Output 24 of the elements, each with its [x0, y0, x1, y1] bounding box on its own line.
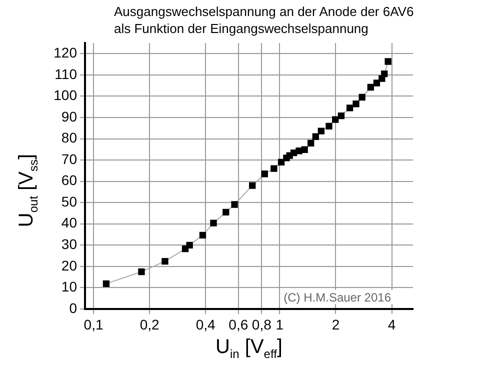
y-tick-label: 60	[61, 172, 78, 188]
y-tick-label: 120	[54, 44, 78, 60]
x-tick-label: 0,8	[252, 316, 272, 332]
y-tick-label: 30	[61, 236, 78, 252]
annotation: (C) H.M.Sauer 2016	[284, 290, 392, 304]
x-tick-label: 0,6	[228, 316, 248, 332]
y-tick-label: 110	[54, 66, 78, 82]
x-tick-label: 1	[276, 316, 284, 332]
y-tick-label: 20	[61, 257, 78, 274]
y-tick-label: 40	[61, 214, 78, 231]
y-tick-label: 50	[61, 193, 78, 210]
x-tick-label: 2	[332, 316, 340, 332]
y-tick-label: 10	[61, 278, 78, 295]
y-tick-label: 90	[61, 108, 78, 124]
y-tick-label: 80	[61, 130, 78, 146]
y-tick-label: 70	[61, 150, 78, 167]
x-tick-label: 0,4	[196, 316, 216, 332]
y-tick-label: 0	[69, 300, 78, 316]
x-axis-title: U$_{in}$ [V$_{eff}$]	[214, 336, 284, 361]
x-tick-label: 4	[388, 316, 396, 332]
x-tick-label: 0,1	[84, 316, 104, 332]
chart-title: Ausgangswechselspannung an der Anode der 6AV6 als Funktion der Eingangswechselspannung	[114, 3, 414, 37]
x-tick-label: 0,2	[140, 316, 160, 332]
y-tick-label: 100	[54, 87, 78, 104]
